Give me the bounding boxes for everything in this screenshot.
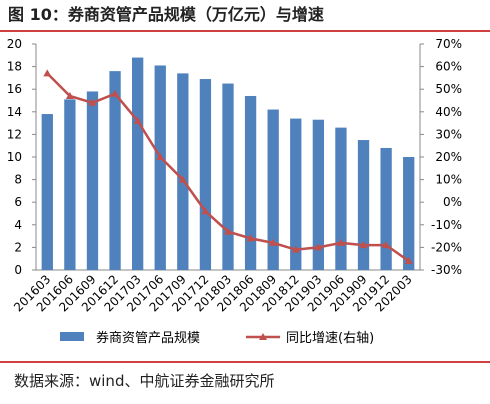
- y2-tick-label: 0%: [443, 195, 462, 209]
- marker: [246, 234, 255, 242]
- bar: [41, 114, 53, 270]
- marker: [359, 241, 368, 249]
- marker: [65, 91, 74, 99]
- y2-tick-label: 10%: [435, 173, 462, 187]
- marker: [111, 89, 120, 97]
- marker: [178, 175, 187, 183]
- bar: [177, 73, 189, 270]
- bar: [199, 79, 212, 270]
- bar: [290, 118, 302, 270]
- bar: [403, 157, 415, 270]
- y2-tick-label: 70%: [435, 37, 462, 51]
- marker: [291, 245, 300, 253]
- source: 数据来源：wind、中航证券金融研究所: [14, 372, 274, 390]
- y2-tick-label: -20%: [431, 240, 462, 254]
- y-tick-label: 12: [7, 127, 22, 141]
- marker: [269, 238, 278, 246]
- y-tick-label: 10: [7, 150, 22, 164]
- bar: [380, 147, 392, 270]
- marker: [156, 153, 165, 160]
- marker: [314, 243, 323, 251]
- marker: [88, 98, 97, 106]
- legend-label: 券商资管产品规模: [96, 330, 200, 346]
- marker: [133, 116, 142, 124]
- marker: [382, 241, 391, 249]
- chart-title: 图 10：券商资管产品规模（万亿元）与增速: [8, 5, 324, 24]
- marker: [201, 207, 210, 215]
- bar: [64, 99, 76, 271]
- y-tick-label: 6: [14, 195, 22, 209]
- bar: [357, 140, 370, 270]
- bar: [244, 95, 257, 270]
- y2-tick-label: 60%: [435, 60, 462, 74]
- y-tick-label: 14: [7, 105, 22, 119]
- bar: [267, 109, 279, 270]
- y2-tick-label: 40%: [435, 105, 462, 119]
- y2-tick-label: -10%: [431, 218, 462, 232]
- y2-tick-label: 20%: [435, 150, 462, 164]
- bar: [335, 127, 347, 271]
- bar: [132, 57, 144, 271]
- bar: [86, 91, 99, 271]
- y-tick-label: 18: [7, 60, 22, 74]
- legend-marker: [259, 333, 267, 340]
- legend-label: 同比增速(右轴): [286, 331, 374, 346]
- bar: [312, 119, 324, 271]
- y2-tick-label: -30%: [431, 263, 462, 277]
- bar: [154, 65, 166, 270]
- marker: [404, 256, 413, 264]
- y2-tick-label: 50%: [435, 82, 462, 96]
- y-tick-label: 0: [14, 263, 22, 277]
- y-tick-label: 8: [14, 173, 22, 187]
- y-tick-label: 16: [7, 82, 22, 96]
- y-tick-label: 2: [14, 240, 22, 254]
- y-tick-label: 4: [14, 218, 22, 232]
- legend-swatch: [60, 332, 84, 341]
- marker: [224, 227, 232, 235]
- y2-tick-label: 30%: [435, 127, 462, 141]
- marker: [336, 238, 345, 246]
- y-tick-label: 20: [7, 37, 22, 51]
- bar: [222, 83, 234, 270]
- bar: [109, 71, 121, 271]
- marker: [43, 69, 52, 77]
